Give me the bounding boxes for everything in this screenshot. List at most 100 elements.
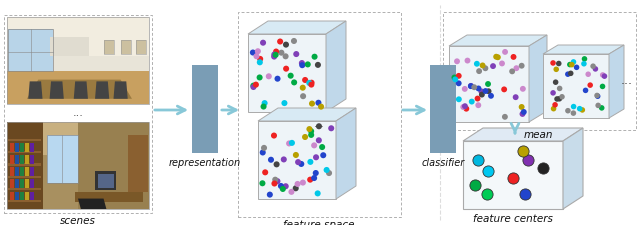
Bar <box>8 139 41 142</box>
Polygon shape <box>248 35 326 112</box>
Text: scenes: scenes <box>60 215 96 225</box>
Point <box>291 153 301 157</box>
Point <box>450 78 460 82</box>
Bar <box>25 167 29 176</box>
Polygon shape <box>27 80 132 99</box>
Point <box>477 64 488 68</box>
Polygon shape <box>463 141 563 209</box>
Point <box>305 178 316 182</box>
Point <box>260 171 270 174</box>
Point <box>472 97 483 101</box>
Point <box>287 142 297 145</box>
Bar <box>120 40 131 54</box>
Bar <box>7 122 42 209</box>
Point <box>269 56 279 59</box>
Point <box>259 105 269 109</box>
Point <box>470 183 480 187</box>
Point <box>326 127 337 130</box>
Point <box>564 63 575 67</box>
Point <box>310 56 320 59</box>
Point <box>583 73 593 77</box>
Bar <box>8 30 54 72</box>
Bar <box>30 167 34 176</box>
Bar <box>25 155 29 164</box>
Point <box>305 160 316 164</box>
Point <box>548 92 558 95</box>
Point <box>592 94 602 98</box>
Point <box>248 84 259 88</box>
Point <box>473 159 483 162</box>
Point <box>324 171 334 175</box>
Bar <box>20 155 24 164</box>
Point <box>550 81 561 85</box>
Point <box>467 100 477 104</box>
Point <box>497 62 507 66</box>
Point <box>568 105 579 109</box>
Point <box>454 98 464 102</box>
Point <box>279 102 289 106</box>
Bar <box>8 151 41 154</box>
Point <box>311 156 321 159</box>
Polygon shape <box>248 22 346 35</box>
Bar <box>20 143 24 152</box>
Point <box>563 109 573 113</box>
Point <box>551 68 561 72</box>
Point <box>253 50 263 54</box>
Point <box>507 70 517 74</box>
Polygon shape <box>28 82 42 99</box>
Bar <box>47 135 78 183</box>
Point <box>579 63 589 66</box>
Point <box>278 187 288 191</box>
Bar <box>15 143 19 152</box>
Polygon shape <box>449 47 529 122</box>
Bar <box>136 40 146 54</box>
Point <box>269 54 280 57</box>
Bar <box>75 192 143 202</box>
Point <box>518 111 529 114</box>
Point <box>563 73 573 77</box>
Point <box>309 176 319 180</box>
Bar <box>98 174 113 188</box>
Bar <box>20 167 24 176</box>
Polygon shape <box>449 36 547 47</box>
Text: representation: representation <box>169 157 241 167</box>
Text: ...: ... <box>621 74 633 87</box>
Polygon shape <box>609 46 624 119</box>
Point <box>454 82 464 86</box>
Point <box>306 130 316 133</box>
Point <box>593 104 604 108</box>
Bar <box>7 122 149 155</box>
Point <box>568 112 579 115</box>
Bar <box>136 40 146 54</box>
Point <box>271 54 281 57</box>
Polygon shape <box>258 122 336 199</box>
Point <box>481 90 491 93</box>
Point <box>298 181 308 184</box>
Bar <box>25 192 29 200</box>
Point <box>306 133 316 137</box>
Point <box>309 144 319 148</box>
Bar <box>104 40 113 54</box>
Bar <box>430 66 456 153</box>
Point <box>297 64 307 68</box>
Point <box>281 44 291 47</box>
Point <box>298 95 308 99</box>
Polygon shape <box>74 82 88 99</box>
Point <box>284 142 294 146</box>
Bar <box>20 192 24 200</box>
Point <box>297 62 307 65</box>
Point <box>516 106 527 109</box>
Point <box>517 113 527 116</box>
Bar <box>78 122 149 209</box>
Text: feature centers: feature centers <box>473 213 553 223</box>
Point <box>458 106 468 109</box>
Bar <box>15 180 19 188</box>
Point <box>452 60 462 64</box>
Point <box>590 68 600 71</box>
Point <box>476 90 486 94</box>
Point <box>300 79 310 82</box>
Point <box>466 85 476 89</box>
Polygon shape <box>95 82 109 99</box>
Point <box>548 107 559 111</box>
Point <box>593 95 603 99</box>
